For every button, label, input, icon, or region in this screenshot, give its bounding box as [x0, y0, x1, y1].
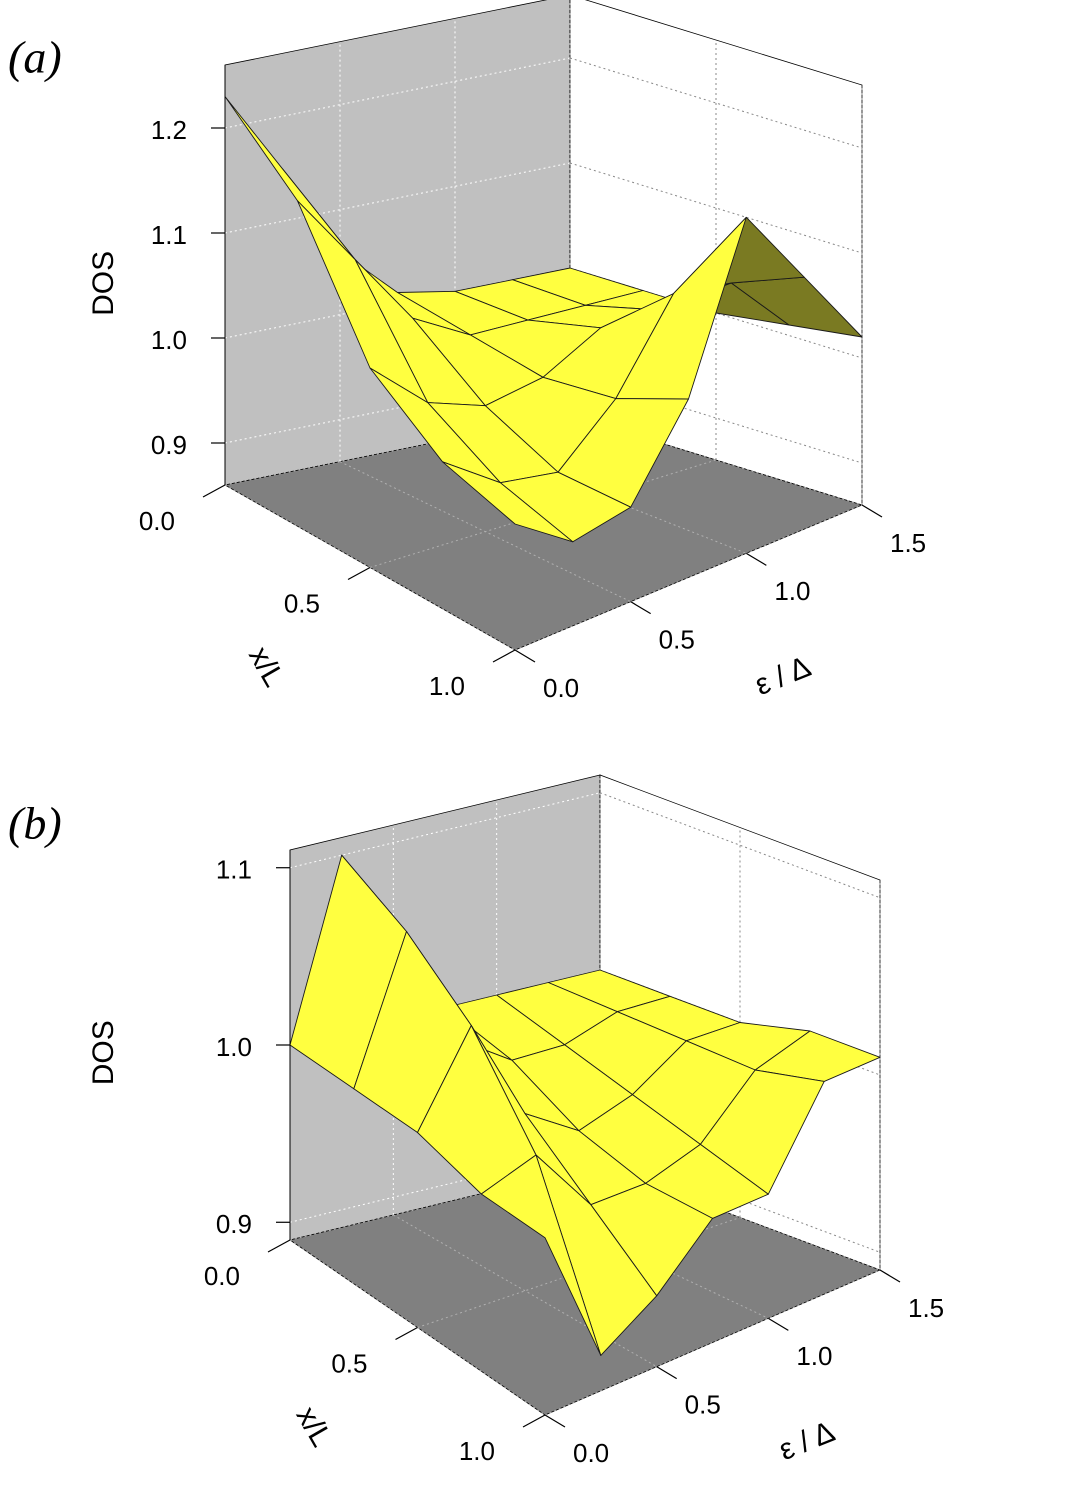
- y-tick-label: 1.5: [890, 528, 926, 558]
- grid-line: [224, 414, 571, 486]
- grid-line: [569, 162, 863, 254]
- z-tick-label: 0.9: [151, 430, 187, 460]
- x-tick-label: 1.0: [429, 671, 465, 701]
- x-tick: [492, 649, 516, 663]
- grid-line: [544, 1269, 881, 1416]
- x-tick-label: 0.5: [331, 1348, 367, 1378]
- x-tick-label: 0.0: [139, 506, 175, 536]
- x-tick: [267, 1239, 291, 1253]
- x-tick: [202, 484, 226, 498]
- z-axis-title: DOS: [87, 1020, 120, 1085]
- x-tick: [395, 1326, 418, 1341]
- z-tick-label: 0.9: [216, 1209, 252, 1239]
- x-tick: [522, 1414, 546, 1428]
- y-tick: [630, 601, 651, 615]
- y-tick: [861, 504, 883, 518]
- grid-line: [224, 372, 571, 444]
- x-tick-label: 1.0: [459, 1436, 495, 1466]
- x-tick-label: 0.0: [204, 1261, 240, 1291]
- y-tick: [656, 1366, 677, 1380]
- grid-line: [569, 57, 863, 149]
- grid-line: [224, 57, 571, 129]
- y-tick-label: 1.5: [908, 1293, 944, 1323]
- z-tick-label: 1.2: [151, 115, 187, 145]
- y-tick-label: 0.0: [543, 673, 579, 703]
- y-tick-label: 1.0: [774, 576, 810, 606]
- y-tick-label: 0.5: [659, 625, 695, 655]
- surface-patch: [480, 1154, 602, 1356]
- x-tick: [347, 566, 371, 581]
- y-tick-label: 0.0: [573, 1438, 609, 1468]
- z-tick-label: 1.0: [151, 325, 187, 355]
- x-axis-title: x/L: [290, 1401, 339, 1452]
- y-tick: [514, 649, 536, 663]
- grid-line: [289, 792, 601, 869]
- y-tick-label: 0.5: [685, 1390, 721, 1420]
- z-tick-label: 1.0: [216, 1032, 252, 1062]
- z-tick-label: 1.1: [151, 220, 187, 250]
- grid-line: [224, 162, 571, 234]
- z-axis-title: DOS: [87, 251, 120, 316]
- grid-line: [289, 1239, 546, 1416]
- x-axis-title: x/L: [242, 641, 291, 692]
- z-tick-label: 1.1: [216, 855, 252, 885]
- y-axis-title: ε / Δ: [774, 1415, 839, 1467]
- y-tick: [768, 1317, 789, 1331]
- y-axis-title: ε / Δ: [750, 650, 815, 702]
- y-tick: [746, 552, 767, 566]
- y-tick: [544, 1414, 566, 1428]
- y-tick: [879, 1269, 901, 1283]
- grid-line: [393, 1214, 657, 1368]
- x-tick-label: 0.5: [284, 588, 320, 618]
- y-tick-label: 1.0: [796, 1341, 832, 1371]
- panel-label: (b): [8, 798, 62, 849]
- panel-label: (a): [8, 32, 62, 83]
- surface-patch: [442, 461, 574, 543]
